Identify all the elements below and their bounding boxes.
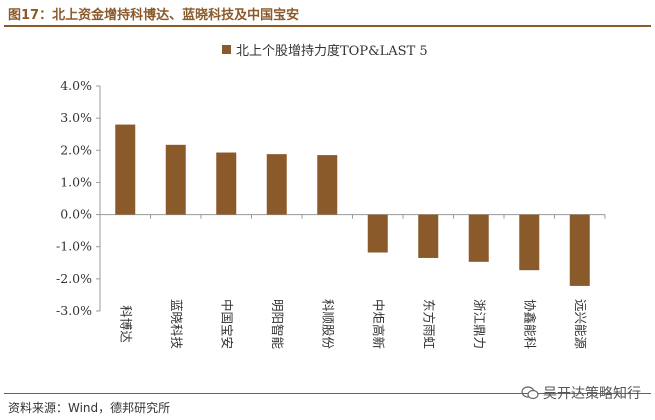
bar-东方雨虹 [418, 214, 439, 258]
y-tick-label: -2.0% [56, 271, 92, 286]
svg-text:明阳智能: 明阳智能 [270, 299, 285, 350]
svg-text:科顺股份: 科顺股份 [320, 299, 335, 350]
bar-科博达 [115, 124, 136, 215]
title-rule [4, 25, 651, 27]
legend: 北上个股增持力度TOP&LAST 5 [222, 43, 428, 59]
svg-text:远兴能源: 远兴能源 [573, 299, 588, 350]
x-tick-label: 中炬高新 [371, 299, 386, 349]
x-tick-label: 远兴能源 [573, 299, 588, 350]
legend-label: 北上个股增持力度TOP&LAST 5 [236, 43, 428, 59]
wechat-icon [521, 386, 539, 400]
bar-科顺股份 [317, 155, 338, 215]
bar-chart: 北上个股增持力度TOP&LAST 5 4.0% 3.0% 2.0% 1.0% 0.0% -… [56, 43, 606, 350]
svg-text:浙江鼎力: 浙江鼎力 [472, 299, 487, 349]
y-tick-label: 0.0% [60, 207, 92, 222]
y-tick-labels: 4.0% 3.0% 2.0% 1.0% 0.0% -1.0% -2.0% -3.0% [56, 78, 92, 318]
y-tick-label: 4.0% [60, 78, 92, 93]
watermark: 吴开达策略知行 [521, 383, 641, 403]
x-tick-label: 蓝晓科技 [169, 299, 184, 350]
legend-swatch [222, 45, 231, 54]
x-tick-label: 东方雨虹 [421, 299, 436, 350]
bar-中国宝安 [216, 152, 237, 215]
x-tick-label: 协鑫能科 [522, 299, 537, 350]
bar-明阳智能 [266, 154, 287, 215]
y-tick-label: -3.0% [56, 303, 92, 318]
bar-协鑫能科 [519, 214, 540, 271]
bars [115, 124, 590, 286]
y-tick-label: 1.0% [60, 174, 92, 189]
svg-text:中国宝安: 中国宝安 [219, 299, 234, 349]
x-tick-label: 浙江鼎力 [472, 299, 487, 349]
bar-中炬高新 [367, 214, 388, 253]
x-tick-label: 明阳智能 [270, 299, 285, 350]
svg-text:科博达: 科博达 [118, 305, 133, 343]
y-tick-label: -1.0% [56, 239, 92, 254]
bar-浙江鼎力 [468, 214, 489, 262]
svg-text:协鑫能科: 协鑫能科 [522, 299, 537, 350]
figure-title: 图17：北上资金增持科博达、蓝晓科技及中国宝安 [8, 8, 300, 23]
source-note: 资料来源：Wind，德邦研究所 [8, 401, 171, 415]
y-tick-label: 3.0% [60, 110, 92, 125]
x-tick-label: 科顺股份 [320, 299, 335, 350]
svg-text:东方雨虹: 东方雨虹 [421, 299, 436, 350]
svg-text:蓝晓科技: 蓝晓科技 [169, 299, 184, 350]
bottom-rule [4, 393, 651, 394]
bar-远兴能源 [569, 214, 590, 286]
svg-text:中炬高新: 中炬高新 [371, 299, 386, 349]
x-tick-label: 中国宝安 [219, 299, 234, 349]
x-tick-labels: 科博达 蓝晓科技 中国宝安 明阳智能 科顺股份 中炬高新 东方雨虹 浙江鼎力 协鑫能科 远兴能源 [118, 299, 588, 350]
x-tick-label: 科博达 [118, 305, 133, 343]
y-tick-label: 2.0% [60, 142, 92, 157]
watermark-text: 吴开达策略知行 [543, 386, 641, 402]
bar-蓝晓科技 [165, 144, 186, 215]
